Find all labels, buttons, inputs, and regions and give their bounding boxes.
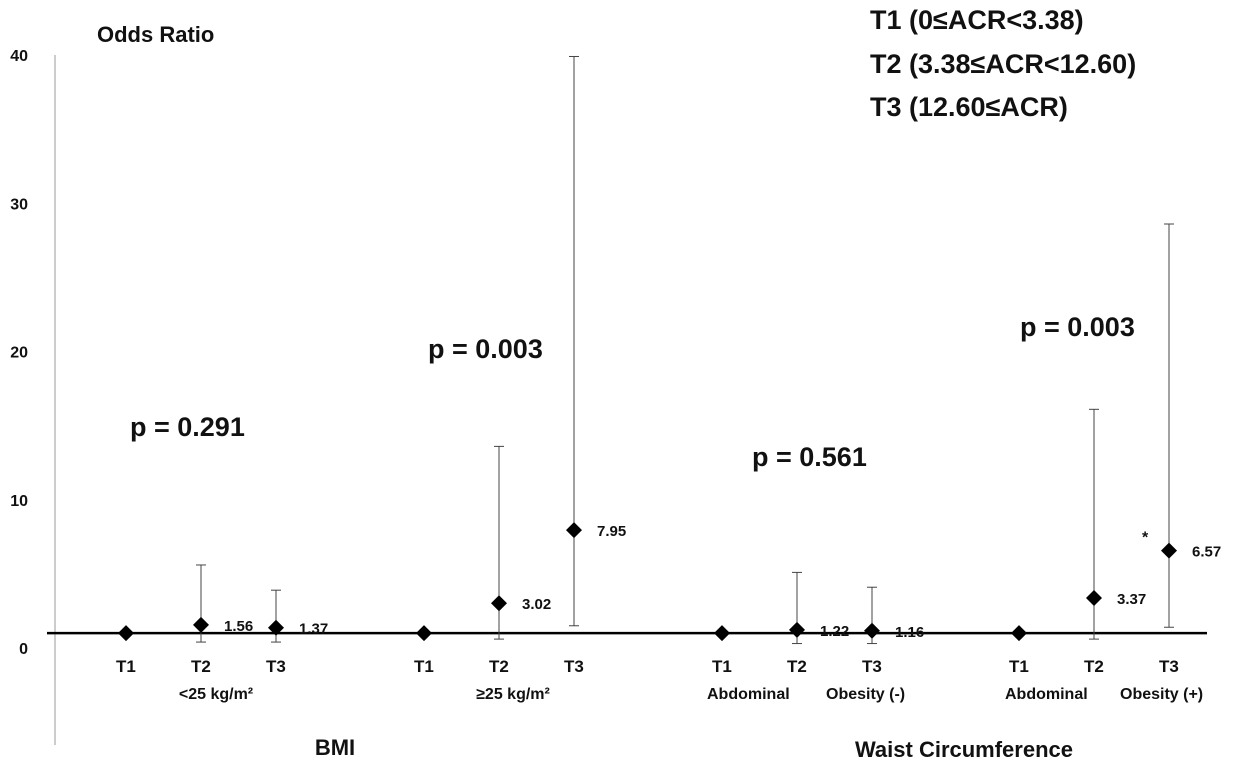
x-tick-label: T1 (1009, 657, 1029, 676)
odds-ratio-point (118, 625, 134, 642)
subgroup-label: Abdominal (1005, 686, 1088, 703)
x-tick-label: T2 (191, 657, 211, 676)
legend-entry: T3 (12.60≤ACR) (870, 92, 1068, 122)
odds-ratio-point (1161, 542, 1177, 559)
odds-ratio-point (1011, 625, 1027, 642)
y-tick-label: 30 (10, 196, 28, 213)
p-value: p = 0.003 (1020, 312, 1135, 342)
odds-ratio-point (789, 621, 805, 638)
group-title-bmi: BMI (315, 735, 355, 760)
subgroup-label: Abdominal (707, 686, 790, 703)
x-tick-label: T3 (862, 657, 882, 676)
odds-ratio-point (1086, 590, 1102, 607)
odds-ratio-point (416, 625, 432, 642)
odds-ratio-point (714, 625, 730, 642)
p-value: p = 0.291 (130, 412, 245, 442)
odds-ratio-point (566, 522, 582, 539)
group-title-waist: Waist Circumference (855, 737, 1073, 762)
subgroup-label: Obesity (+) (1120, 686, 1203, 703)
x-tick-label: T1 (414, 657, 434, 676)
p-value: p = 0.003 (428, 334, 543, 364)
data-label: 1.37 (299, 621, 328, 638)
y-tick-label: 20 (10, 345, 28, 362)
subgroup-label: <25 kg/m² (179, 686, 253, 703)
x-tick-label: T2 (489, 657, 509, 676)
legend-entry: T1 (0≤ACR<3.38) (870, 5, 1084, 35)
odds-ratio-point (491, 595, 507, 612)
data-label: 3.02 (522, 596, 551, 613)
x-tick-label: T3 (266, 657, 286, 676)
p-value: p = 0.561 (752, 442, 867, 472)
y-axis-title: Odds Ratio (97, 22, 214, 47)
data-label: 1.16 (895, 624, 924, 641)
data-label: 3.37 (1117, 591, 1146, 608)
significance-star: * (1142, 530, 1149, 547)
x-tick-label: T2 (787, 657, 807, 676)
x-tick-label: T1 (116, 657, 136, 676)
x-tick-label: T3 (564, 657, 584, 676)
x-tick-label: T2 (1084, 657, 1104, 676)
data-label: 7.95 (597, 523, 626, 540)
data-label: 1.22 (820, 623, 849, 640)
subgroup-label: ≥25 kg/m² (476, 686, 550, 703)
subgroup-label: Obesity (-) (826, 686, 905, 703)
y-tick-label: 10 (10, 493, 28, 510)
odds-ratio-point (864, 622, 880, 639)
x-tick-label: T3 (1159, 657, 1179, 676)
data-label: 1.56 (224, 618, 253, 635)
data-label: 6.57 (1192, 544, 1221, 561)
y-tick-label: 0 (19, 641, 28, 658)
legend-entry: T2 (3.38≤ACR<12.60) (870, 49, 1136, 79)
odds-ratio-point (268, 619, 284, 636)
x-tick-label: T1 (712, 657, 732, 676)
odds-ratio-point (193, 616, 209, 633)
y-tick-label: 40 (10, 48, 28, 65)
